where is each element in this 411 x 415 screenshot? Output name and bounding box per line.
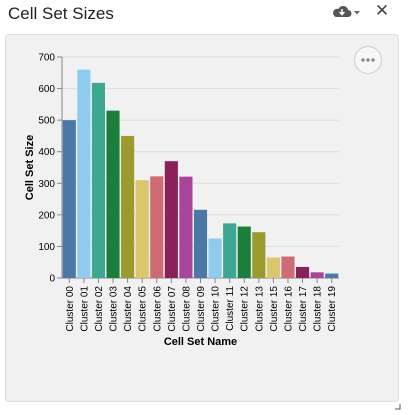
x-tick-label: Cluster 18 xyxy=(313,286,324,332)
x-tick-label: Cluster 02 xyxy=(94,286,105,332)
bar xyxy=(77,69,91,278)
x-tick-label: Cluster 04 xyxy=(123,286,134,332)
x-tick-label: Cluster 01 xyxy=(79,286,90,332)
y-tick-label: 0 xyxy=(49,274,55,285)
bar xyxy=(106,110,120,279)
bar xyxy=(193,209,208,278)
x-tick-label: Cluster 10 xyxy=(211,286,222,332)
panel-header: Cell Set Sizes ✕ xyxy=(0,0,411,30)
x-tick-label: Cluster 09 xyxy=(196,286,207,332)
y-tick-label: 500 xyxy=(38,116,55,127)
x-tick-label: Cluster 07 xyxy=(167,286,178,332)
x-tick-label: Cluster 03 xyxy=(109,286,120,332)
bar xyxy=(164,161,178,278)
resize-handle[interactable] xyxy=(395,397,401,410)
bar xyxy=(179,176,193,278)
more-dots-icon xyxy=(361,58,375,62)
x-tick-label: Cluster 16 xyxy=(283,286,294,332)
bar xyxy=(62,120,76,279)
x-tick-label: Cluster 15 xyxy=(269,286,280,332)
bar xyxy=(252,232,266,278)
x-tick-label: Cluster 17 xyxy=(298,286,309,332)
bar xyxy=(237,226,251,278)
x-tick-label: Cluster 19 xyxy=(327,286,338,332)
caret-down-icon xyxy=(354,11,360,15)
x-tick-label: Cluster 00 xyxy=(65,286,76,332)
chart-actions-button[interactable] xyxy=(354,46,382,74)
bar xyxy=(150,176,164,278)
bar xyxy=(295,266,310,278)
y-tick-label: 600 xyxy=(38,84,55,95)
close-icon: ✕ xyxy=(374,1,390,20)
panel-title: Cell Set Sizes xyxy=(8,4,114,23)
bar xyxy=(223,223,237,278)
y-tick-label: 400 xyxy=(38,147,55,158)
x-tick-label: Cluster 08 xyxy=(181,286,192,332)
y-axis-title: Cell Set Size xyxy=(24,135,36,200)
y-tick-label: 100 xyxy=(38,242,55,253)
bar xyxy=(266,257,280,278)
bar xyxy=(325,273,339,278)
x-tick-label: Cluster 13 xyxy=(254,286,265,332)
download-menu-button[interactable] xyxy=(332,3,362,21)
bar xyxy=(91,82,106,278)
y-tick-label: 300 xyxy=(38,179,55,190)
bar xyxy=(208,238,222,278)
y-tick-label: 700 xyxy=(38,53,55,64)
bar xyxy=(310,272,324,278)
x-tick-label: Cluster 12 xyxy=(240,286,251,332)
bar xyxy=(121,135,135,278)
x-tick-label: Cluster 11 xyxy=(225,286,236,331)
bar xyxy=(135,180,149,278)
x-tick-label: Cluster 06 xyxy=(152,286,163,332)
x-axis-title: Cell Set Name xyxy=(164,336,237,348)
bar xyxy=(281,256,295,278)
y-tick-label: 200 xyxy=(38,210,55,221)
cloud-download-icon xyxy=(333,5,360,17)
x-tick-label: Cluster 05 xyxy=(138,286,149,332)
close-button[interactable]: ✕ xyxy=(374,2,390,20)
